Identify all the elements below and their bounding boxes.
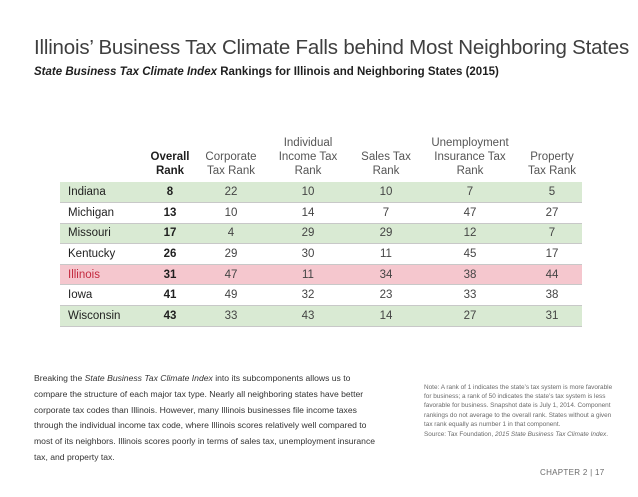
table-row-kentucky: Kentucky 26 29 30 11 45 17 [60,244,582,265]
individual-income-tax-rank: 11 [262,264,354,285]
corporate-tax-rank: 29 [224,248,238,261]
sales-tax-rank: 11 [380,248,392,261]
overall-rank: 17 [140,223,200,244]
state-name: Iowa [68,289,93,302]
sales-tax-rank: 23 [379,289,393,302]
body-paragraph: Breaking the State Business Tax Climate … [34,373,376,462]
corporate-tax-rank: 47 [200,264,262,285]
unemployment-insurance-tax-rank: 7 [418,182,522,203]
individual-income-tax-rank: 32 [301,289,315,302]
unemployment-insurance-tax-rank: 27 [418,305,522,327]
individual-income-tax-rank: 29 [262,223,354,244]
table-row-illinois: Illinois 31 47 11 34 38 44 [60,264,582,285]
rankings-table: Overall Rank Corporate Tax Rank Individual… [60,136,582,327]
corporate-tax-rank: 22 [200,182,262,203]
table-header-row: Overall Rank Corporate Tax Rank Individual… [60,136,582,182]
overall-rank: 8 [140,182,200,203]
overall-rank: 26 [163,248,177,261]
property-tax-rank: 27 [545,206,559,219]
corporate-tax-rank: 49 [224,289,238,302]
header-individual-income-tax-rank: Individual Income Tax Rank [278,137,338,177]
individual-income-tax-rank: 30 [301,248,315,261]
header-overall-rank: Overall Rank [150,151,190,177]
table-subtitle: State Business Tax Climate Index Ranking… [34,66,499,78]
state-name: Kentucky [68,248,116,261]
table-row-indiana: Indiana 8 22 10 10 7 5 [60,182,582,203]
overall-rank: 31 [140,264,200,285]
source-citation: Source: Tax Foundation, 2015 State Busin… [424,431,609,439]
unemployment-insurance-tax-rank: 45 [463,248,477,261]
unemployment-insurance-tax-rank: 47 [463,206,477,219]
overall-rank: 13 [163,206,177,219]
sales-tax-rank: 7 [382,206,390,219]
note-text: Note: A rank of 1 indicates the state’s … [424,384,613,428]
table-row-michigan: Michigan 13 10 14 7 47 27 [60,203,582,224]
unemployment-insurance-tax-rank: 33 [463,289,477,302]
header-sales-tax-rank: Sales Tax Rank [361,151,411,177]
property-tax-rank: 38 [545,289,559,302]
property-tax-rank: 44 [522,264,582,285]
subtitle-rest: Rankings for Illinois and Neighboring St… [217,66,499,78]
table-row-missouri: Missouri 17 4 29 29 12 7 [60,223,582,244]
corporate-tax-rank: 10 [224,206,238,219]
header-state [60,136,140,182]
state-name: Michigan [68,206,115,219]
property-tax-rank: 31 [522,305,582,327]
sales-tax-rank: 29 [354,223,418,244]
table-note: Note: A rank of 1 indicates the state’s … [424,383,616,439]
overall-rank: 43 [140,305,200,327]
state-name: Missouri [60,223,140,244]
state-name: Illinois [60,264,140,285]
property-tax-rank: 7 [522,223,582,244]
page-title: Illinois’ Business Tax Climate Falls beh… [34,36,630,59]
individual-income-tax-rank: 10 [262,182,354,203]
subtitle-index-name: State Business Tax Climate Index [34,66,218,78]
individual-income-tax-rank: 43 [262,305,354,327]
header-unemployment-insurance-tax-rank: Unemployment Insurance Tax Rank [431,137,509,177]
sales-tax-rank: 34 [354,264,418,285]
corporate-tax-rank: 4 [200,223,262,244]
header-corporate-tax-rank: Corporate Tax Rank [205,151,257,177]
unemployment-insurance-tax-rank: 12 [418,223,522,244]
state-name: Wisconsin [60,305,140,327]
corporate-tax-rank: 33 [200,305,262,327]
body-index-name: State Business Tax Climate Index [84,373,213,383]
property-tax-rank: 17 [545,248,559,261]
page-footer: CHAPTER 2 | 17 [540,468,605,477]
unemployment-insurance-tax-rank: 38 [418,264,522,285]
property-tax-rank: 5 [522,182,582,203]
state-name: Indiana [60,182,140,203]
header-property-tax-rank: Property Tax Rank [528,151,576,177]
table-row-iowa: Iowa 41 49 32 23 33 38 [60,285,582,306]
overall-rank: 41 [163,289,177,302]
individual-income-tax-rank: 14 [301,206,315,219]
table-row-wisconsin: Wisconsin 43 33 43 14 27 31 [60,305,582,327]
sales-tax-rank: 10 [354,182,418,203]
sales-tax-rank: 14 [354,305,418,327]
